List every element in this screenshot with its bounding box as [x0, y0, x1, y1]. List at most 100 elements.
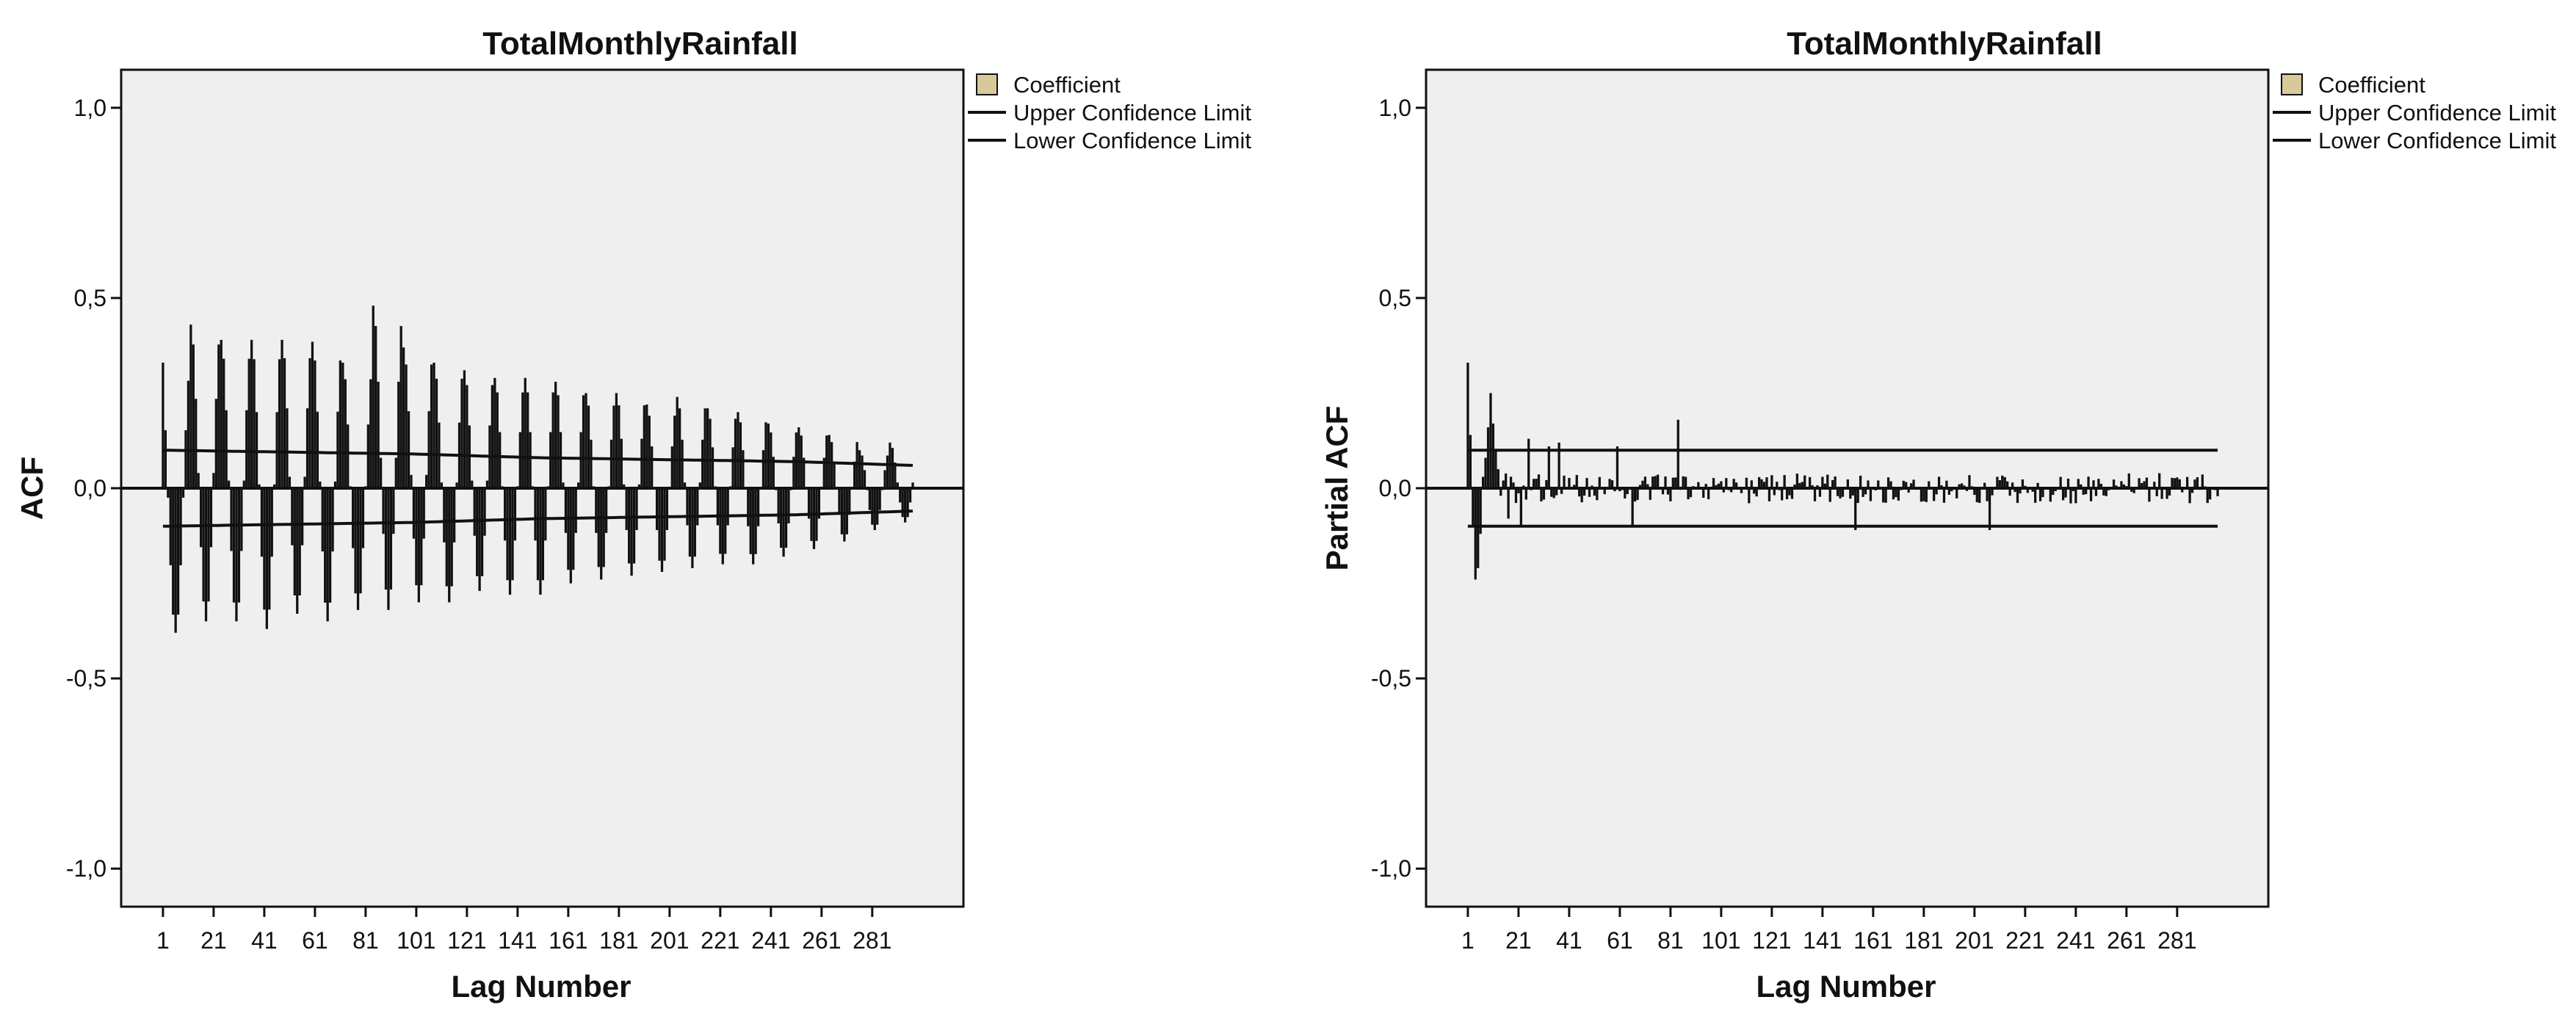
pacf-y-tick-label: 0,5: [1379, 285, 1411, 311]
acf-bar: [361, 488, 365, 548]
acf-bar: [843, 488, 846, 542]
pacf-bar: [1933, 488, 1936, 501]
pacf-bar: [2145, 477, 2149, 488]
pacf-bar: [1798, 482, 1801, 488]
pacf-bar: [1920, 488, 1923, 502]
acf-bar: [384, 488, 388, 590]
pacf-bar: [1928, 481, 1931, 488]
acf-bar: [202, 488, 205, 602]
acf-bar: [524, 377, 527, 488]
pacf-bar: [2069, 488, 2072, 504]
pacf-bar: [1580, 488, 1583, 503]
pacf-bar: [1755, 488, 1758, 497]
acf-bar: [721, 488, 724, 565]
pacf-bar: [1862, 488, 1864, 497]
acf-bar: [258, 484, 261, 488]
pacf-bar: [1671, 477, 1674, 488]
acf-bar: [855, 442, 858, 488]
acf-bar: [331, 488, 334, 552]
pacf-bar: [2066, 478, 2070, 488]
pacf-bar: [1854, 488, 1857, 530]
acf-bar: [557, 395, 560, 488]
pacf-bar: [1542, 488, 1546, 500]
acf-bar: [803, 457, 806, 488]
pacf-x-tick-label: 241: [2056, 927, 2095, 954]
pacf-bar: [1669, 488, 1672, 501]
acf-bar: [356, 488, 360, 610]
pacf-bar: [1841, 488, 1845, 497]
acf-bar: [908, 488, 912, 503]
acf-bar: [534, 488, 537, 541]
acf-bar: [784, 488, 788, 548]
pacf-bar: [1596, 488, 1599, 501]
acf-bar: [204, 488, 208, 622]
pacf-bar: [2041, 488, 2044, 498]
acf-bar: [618, 405, 621, 488]
pacf-bar: [1633, 488, 1637, 502]
pacf-bar: [2112, 479, 2116, 488]
acf-bar: [894, 463, 897, 488]
pacf-x-tick-label: 201: [1955, 927, 1994, 954]
acf-bar: [212, 473, 215, 488]
pacf-bar: [1499, 488, 1502, 496]
pacf-bar: [1568, 478, 1571, 488]
acf-bar: [397, 381, 400, 488]
pacf-bar: [1578, 488, 1581, 497]
pacf-bar: [1514, 488, 1518, 504]
pacf-bar: [1760, 479, 1763, 488]
acf-bar: [752, 488, 755, 565]
pacf-bar: [1996, 476, 1999, 488]
pacf-bar: [1740, 488, 1743, 493]
acf-bar: [698, 482, 701, 488]
acf-bar: [749, 488, 752, 554]
pacf-bar: [1484, 457, 1487, 488]
pacf-bar: [2087, 476, 2090, 488]
acf-bar: [399, 326, 402, 488]
acf-bar: [209, 488, 213, 548]
pacf-bar: [1757, 476, 1761, 488]
acf-x-tick-label: 241: [751, 927, 790, 954]
acf-bar: [625, 488, 628, 530]
acf-bar: [840, 488, 844, 534]
pacf-bar: [1575, 474, 1578, 488]
pacf-bar: [2003, 476, 2006, 488]
pacf-bar: [1651, 476, 1654, 488]
pacf-bar: [1991, 488, 1994, 496]
acf-bar: [347, 424, 350, 488]
acf-bar: [375, 326, 377, 488]
acf-bar: [688, 488, 692, 557]
pacf-bar: [2158, 473, 2161, 488]
pacf-bar: [1676, 419, 1679, 488]
acf-bar: [422, 488, 425, 539]
acf-bar: [187, 380, 190, 488]
acf-bar: [559, 432, 562, 488]
pacf-y-tick-label: -0,5: [1371, 665, 1411, 692]
pacf-bar: [1950, 488, 1953, 492]
acf-bar: [572, 488, 575, 570]
pacf-bar: [1646, 484, 1649, 488]
pacf-x-tick-label: 141: [1803, 927, 1842, 954]
pacf-bar: [2181, 488, 2184, 493]
acf-bar: [899, 488, 902, 503]
acf-bar: [567, 488, 570, 570]
acf-bar: [460, 378, 463, 488]
acf-bar: [273, 484, 276, 488]
acf-bar: [711, 447, 714, 488]
acf-bar: [319, 481, 322, 488]
pacf-bar: [2034, 488, 2037, 503]
acf-bar: [719, 488, 722, 554]
pacf-bar: [1795, 474, 1799, 488]
acf-bar: [245, 410, 248, 488]
pacf-bar: [1626, 488, 1629, 495]
pacf-bar: [2080, 484, 2083, 488]
acf-bar: [493, 377, 496, 488]
acf-bar: [265, 488, 268, 629]
acf-bar: [660, 488, 664, 572]
pacf-chart-title: TotalMonthlyRainfall: [1787, 26, 2102, 62]
pacf-bar: [2206, 488, 2209, 504]
pacf-bar: [2132, 488, 2135, 493]
pacf-bar: [1540, 488, 1543, 501]
pacf-legend-lower: Lower Confidence Limit: [2318, 128, 2556, 153]
acf-y-tick-label: -0,5: [66, 665, 106, 692]
acf-y-tick-label: -1,0: [66, 855, 106, 882]
